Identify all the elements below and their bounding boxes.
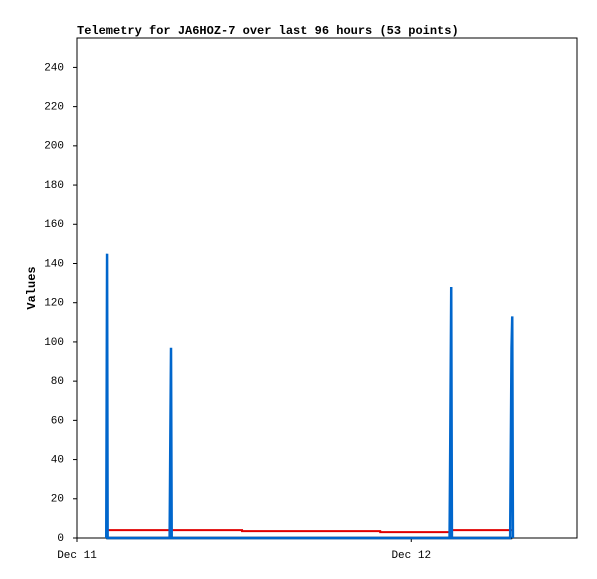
chart-title: Telemetry for JA6HOZ-7 over last 96 hour… bbox=[77, 24, 459, 38]
y-tick-label: 100 bbox=[44, 337, 64, 349]
y-tick-label: 60 bbox=[51, 415, 64, 427]
y-tick-label: 200 bbox=[44, 141, 64, 153]
y-tick-label: 140 bbox=[44, 258, 64, 270]
y-tick-label: 180 bbox=[44, 180, 64, 192]
x-tick-label: Dec 11 bbox=[57, 550, 97, 562]
y-tick-label: 0 bbox=[57, 533, 64, 545]
y-tick-label: 40 bbox=[51, 454, 64, 466]
y-tick-label: 20 bbox=[51, 494, 64, 506]
x-tick-label: Dec 12 bbox=[391, 550, 431, 562]
y-tick-label: 160 bbox=[44, 219, 64, 231]
y-tick-label: 240 bbox=[44, 62, 64, 74]
y-tick-label: 220 bbox=[44, 102, 64, 114]
series-line bbox=[105, 253, 515, 540]
y-tick-label: 80 bbox=[51, 376, 64, 388]
plot-frame bbox=[76, 37, 578, 539]
y-axis-label: Values bbox=[25, 266, 39, 309]
y-tick-label: 120 bbox=[44, 298, 64, 310]
